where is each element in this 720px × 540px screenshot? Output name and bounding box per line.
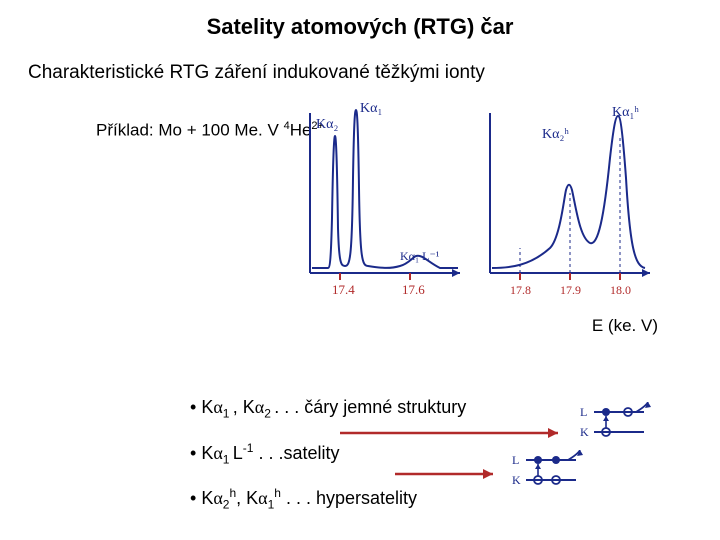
alpha: α <box>213 443 222 463</box>
bullet-fine-structure: Kα1 , Kα2 . . . čáry jemné struktury <box>190 398 466 420</box>
svg-text:17.4: 17.4 <box>332 282 355 297</box>
txt: , K <box>236 488 258 508</box>
arrow-satellite <box>340 427 570 439</box>
spectrum-left-panel: 17.4 17.6 Kα₂ Kα₁ Kα₁ L⁻¹ <box>310 101 460 297</box>
spectrum-sketch: 17.4 17.6 Kα₂ Kα₁ Kα₁ L⁻¹ 17.8 17.9 18.0 <box>280 98 660 313</box>
level-diagram-hypersatellite: L K <box>512 450 584 492</box>
sup: -1 <box>243 441 254 455</box>
bullet-list: Kα1 , Kα2 . . . čáry jemné struktury Kα1… <box>150 398 466 533</box>
spectrum-right-panel: 17.8 17.9 18.0 Kα₂ʰ Kα₁ʰ <box>490 105 650 297</box>
page-title: Satelity atomových (RTG) čar <box>0 14 720 40</box>
svg-text:K: K <box>580 425 589 439</box>
svg-text:Kα₂: Kα₂ <box>316 117 338 132</box>
alpha: α <box>255 397 264 417</box>
svg-text:17.8: 17.8 <box>510 283 531 297</box>
sub: 1 <box>223 407 233 421</box>
svg-text:Kα₁ L⁻¹: Kα₁ L⁻¹ <box>400 249 440 263</box>
svg-text:Kα₁: Kα₁ <box>360 101 382 116</box>
arrow-hypersatellite <box>395 468 505 480</box>
svg-text:17.9: 17.9 <box>560 283 581 297</box>
bullet-hypersatellites: Kα2h, Kα1h . . . hypersatelity <box>190 487 466 511</box>
txt: K <box>201 443 213 463</box>
alpha: α <box>213 397 222 417</box>
txt: K <box>201 397 213 417</box>
alpha: α <box>258 488 267 508</box>
axis-label: E (ke. V) <box>592 316 658 336</box>
svg-text:17.6: 17.6 <box>402 282 425 297</box>
txt: . . . čáry jemné struktury <box>274 397 466 417</box>
alpha: α <box>213 488 222 508</box>
svg-text:Kα₁ʰ: Kα₁ʰ <box>612 105 639 120</box>
svg-text:L: L <box>580 405 587 419</box>
sup: h <box>274 486 281 500</box>
bullet-satellites: Kα1 L-1 . . .satelity <box>190 442 466 466</box>
level-diagram-satellite: L K <box>580 402 652 444</box>
svg-text:L: L <box>512 453 519 467</box>
subtitle: Charakteristické RTG záření indukované t… <box>28 62 485 84</box>
txt: , K <box>233 397 255 417</box>
txt: . . .satelity <box>253 443 339 463</box>
txt: K <box>201 488 213 508</box>
svg-text:18.0: 18.0 <box>610 283 631 297</box>
sub: 1 <box>223 452 233 466</box>
svg-text:Kα₂ʰ: Kα₂ʰ <box>542 127 569 142</box>
sub: 2 <box>264 407 274 421</box>
example-prefix: Příklad: Mo + 100 Me. V <box>96 121 284 140</box>
slide: Satelity atomových (RTG) čar Charakteris… <box>0 0 720 540</box>
svg-text:K: K <box>512 473 521 487</box>
txt: . . . hypersatelity <box>281 488 417 508</box>
